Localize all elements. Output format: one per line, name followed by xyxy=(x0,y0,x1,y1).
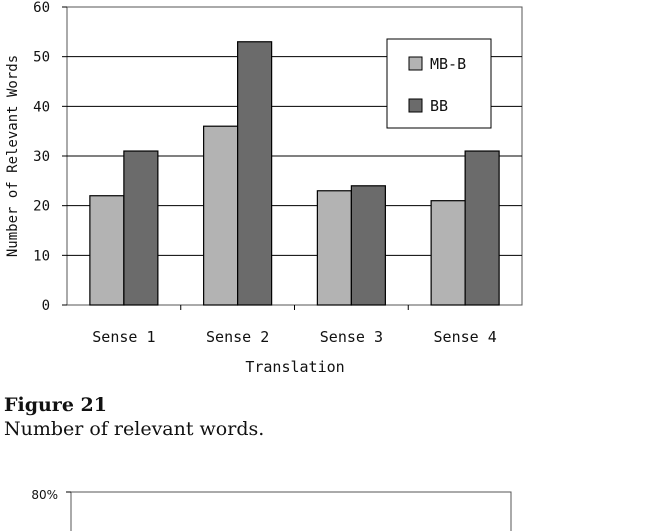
legend-entry: BB xyxy=(430,97,448,115)
y-tick-label: 60 xyxy=(33,0,50,16)
legend-swatch xyxy=(408,98,423,113)
y-tick-label: 0 xyxy=(42,298,50,314)
legend-entry: MB-B xyxy=(430,55,466,73)
y-tick-label: 10 xyxy=(33,248,50,264)
legend-swatch xyxy=(408,56,423,71)
figure-label: Figure 21 xyxy=(4,394,107,416)
bar xyxy=(316,190,352,306)
x-tick-label: Sense 1 xyxy=(92,328,155,346)
figure-caption-text: Number of relevant words. xyxy=(4,418,265,440)
bar xyxy=(203,125,239,306)
x-axis-label: Translation xyxy=(245,358,344,376)
y-tick-label: 50 xyxy=(33,50,50,66)
bar xyxy=(430,200,466,306)
bar-chart: 0 10 20 30 40 50 60 Sense 1 Sense 2 Sense 3 Sense … xyxy=(5,0,523,376)
x-tick-label: Sense 2 xyxy=(206,328,269,346)
bar xyxy=(89,195,125,306)
y-tick-label: 80% xyxy=(31,488,58,502)
legend: MB-B BB xyxy=(386,38,492,129)
plot-area xyxy=(70,491,512,531)
figure-caption: Figure 21 Number of relevant words. xyxy=(4,393,264,441)
bar xyxy=(123,150,159,306)
y-axis-label: Number of Relevant Words xyxy=(5,55,21,257)
y-tick-label: 20 xyxy=(33,199,50,215)
y-tick-label: 40 xyxy=(33,99,50,115)
bar xyxy=(464,150,500,306)
second-chart-partial: 80% xyxy=(31,488,512,531)
x-tick-label: Sense 3 xyxy=(320,328,383,346)
bar xyxy=(350,185,386,306)
y-tick-label: 30 xyxy=(33,149,50,165)
x-tick-label: Sense 4 xyxy=(434,328,497,346)
legend-box xyxy=(386,38,492,129)
bar xyxy=(237,41,273,306)
